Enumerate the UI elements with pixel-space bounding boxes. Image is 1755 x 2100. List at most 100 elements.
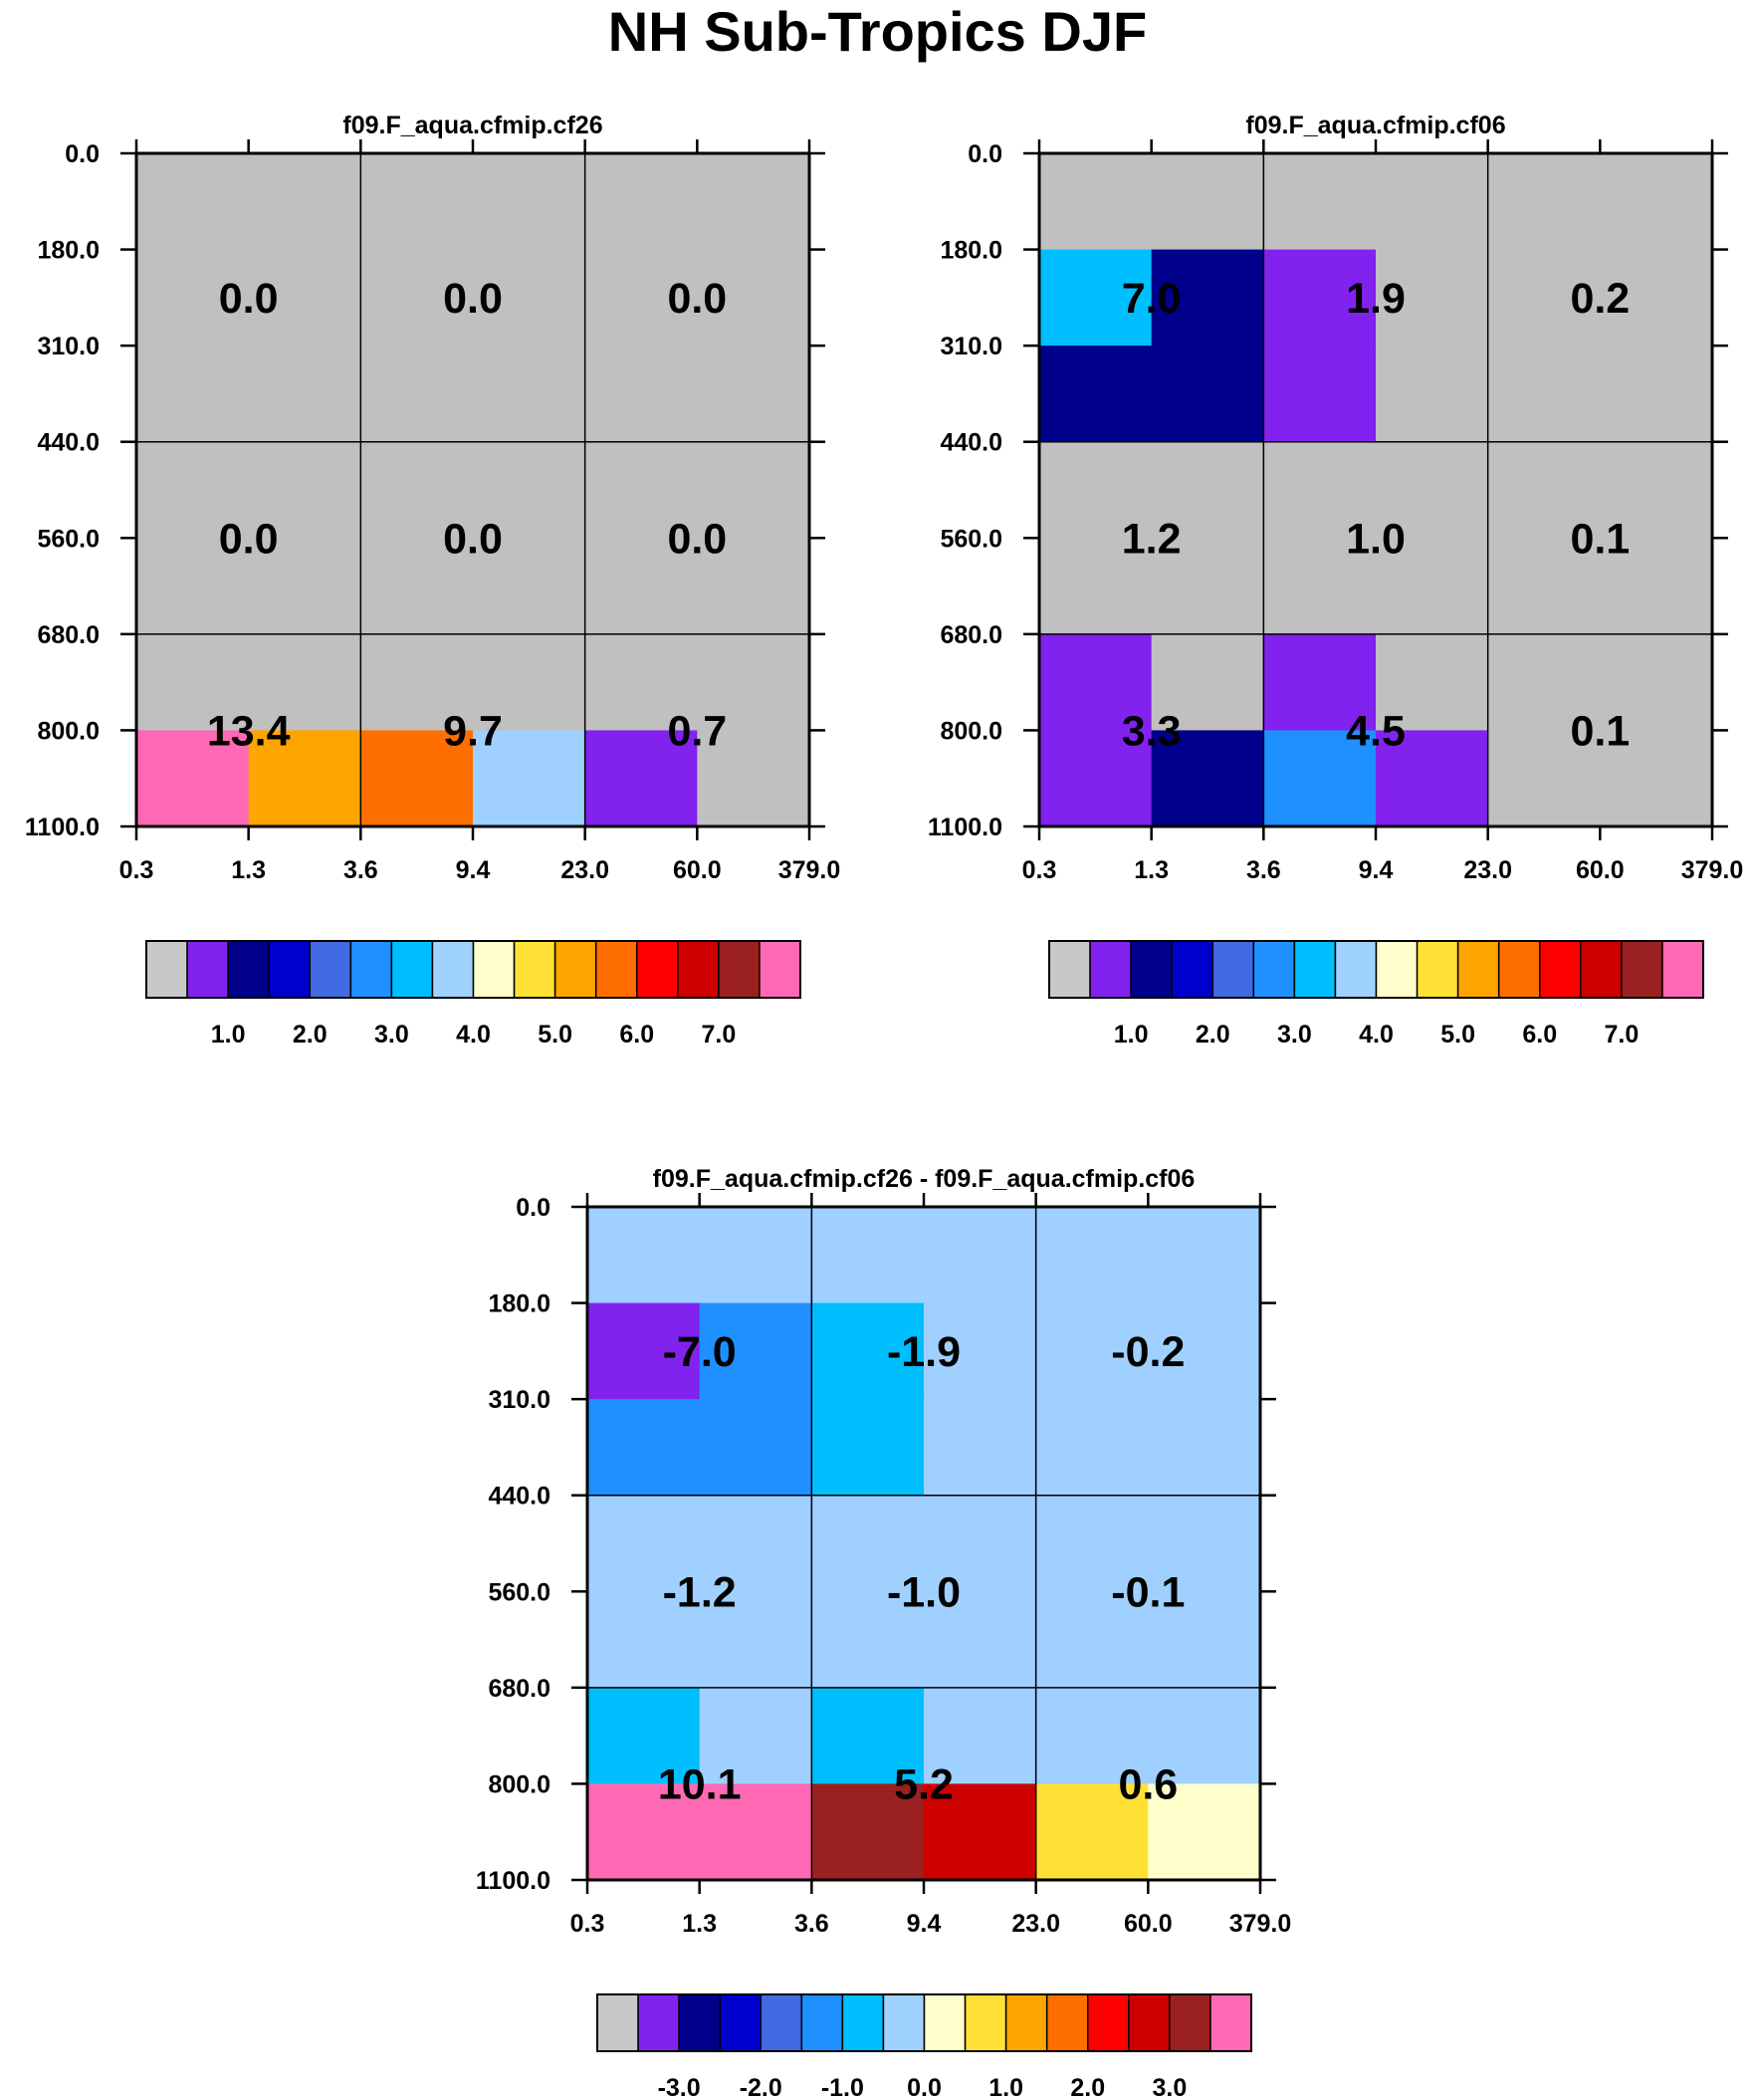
cell-1-5-3 [1376, 633, 1489, 731]
value-label-0-2-1: 9.7 [443, 707, 503, 755]
colorbar-box-1-9 [1416, 940, 1459, 999]
cell-0-5-4 [584, 633, 698, 731]
colorbar-box-0-10 [553, 940, 597, 999]
y-tick-label-2-7: 1100.0 [476, 1867, 550, 1895]
cell-0-5-5 [697, 633, 810, 731]
value-label-1-1-2: 0.1 [1570, 515, 1630, 563]
cell-2-1-4 [1035, 1302, 1149, 1400]
cell-0-3-0 [136, 441, 250, 539]
cell-0-2-0 [136, 346, 250, 443]
value-label-2-2-0: 10.1 [658, 1760, 742, 1808]
cell-2-5-0 [587, 1687, 701, 1784]
cell-1-5-0 [1039, 633, 1153, 731]
value-label-1-1-1: 1.0 [1346, 515, 1406, 563]
cell-2-2-5 [1148, 1399, 1261, 1497]
y-tick-label-0-0: 0.0 [65, 140, 100, 168]
colorbar-box-0-4 [309, 940, 352, 999]
colorbar-box-2-3 [719, 1993, 762, 2052]
x-tick-label-1-4: 23.0 [1463, 856, 1512, 884]
value-label-2-1-2: -0.1 [1111, 1568, 1185, 1616]
cell-0-0-4 [584, 153, 698, 251]
cell-2-5-5 [1148, 1687, 1261, 1784]
cell-1-4-0 [1039, 538, 1153, 635]
y-tick-label-0-5: 680.0 [37, 621, 100, 649]
colorbar-box-2-2 [678, 1993, 721, 2052]
cell-0-2-4 [584, 346, 698, 443]
cell-1-1-4 [1487, 249, 1601, 347]
cell-2-6-2 [811, 1783, 925, 1881]
colorbar-box-2-4 [760, 1993, 803, 2052]
y-tick-label-2-5: 680.0 [488, 1675, 550, 1703]
colorbar-label-1-4: 5.0 [1440, 1021, 1475, 1049]
cell-1-4-4 [1487, 538, 1601, 635]
cell-2-0-1 [699, 1207, 812, 1304]
cell-2-1-1 [699, 1302, 812, 1400]
colorbar-box-1-12 [1539, 940, 1582, 999]
value-label-1-0-2: 0.2 [1570, 275, 1630, 323]
y-tick-label-1-2: 310.0 [940, 333, 1002, 360]
colorbar-box-2-6 [841, 1993, 885, 2052]
cell-1-3-3 [1376, 441, 1489, 539]
value-label-0-1-1: 0.0 [443, 515, 503, 563]
cell-1-3-1 [1151, 441, 1264, 539]
x-tick-label-2-2: 3.6 [794, 1910, 829, 1938]
x-tick-label-1-6: 379.0 [1681, 856, 1744, 884]
cell-1-1-2 [1263, 249, 1377, 347]
colorbar-label-0-4: 5.0 [538, 1021, 572, 1049]
cell-0-2-2 [360, 346, 474, 443]
value-label-1-1-0: 1.2 [1122, 515, 1182, 563]
value-label-0-2-0: 13.4 [207, 707, 291, 755]
value-label-2-0-2: -0.2 [1111, 1328, 1185, 1376]
value-label-1-0-0: 7.0 [1122, 275, 1182, 323]
cell-1-0-4 [1487, 153, 1601, 251]
cell-2-5-1 [699, 1687, 812, 1784]
colorbar-box-1-11 [1497, 940, 1541, 999]
value-label-2-1-1: -1.0 [887, 1568, 961, 1616]
colorbar-box-0-5 [349, 940, 393, 999]
cell-1-2-4 [1487, 346, 1601, 443]
cell-1-6-4 [1487, 730, 1601, 827]
colorbar-box-0-1 [186, 940, 229, 999]
cell-1-6-3 [1376, 730, 1489, 827]
colorbar-label-2-4: 1.0 [988, 2074, 1023, 2100]
cell-0-2-3 [473, 346, 586, 443]
value-label-0-0-1: 0.0 [443, 275, 503, 323]
colorbar-label-0-1: 2.0 [293, 1021, 328, 1049]
cell-0-1-2 [360, 249, 474, 347]
y-tick-label-2-3: 440.0 [488, 1483, 550, 1511]
colorbar-frame-1 [1048, 940, 1704, 999]
cell-0-0-5 [697, 153, 810, 251]
cell-0-4-0 [136, 538, 250, 635]
cell-0-6-1 [248, 730, 361, 827]
x-tick-label-1-0: 0.3 [1022, 856, 1057, 884]
colorbar-box-2-13 [1128, 1993, 1171, 2052]
cell-0-5-0 [136, 633, 250, 731]
colorbar-box-0-7 [431, 940, 475, 999]
colorbar-label-0-5: 6.0 [619, 1021, 654, 1049]
cell-1-4-1 [1151, 538, 1264, 635]
cell-2-2-3 [924, 1399, 1037, 1497]
colorbar-box-1-15 [1661, 940, 1704, 999]
cell-2-6-3 [924, 1783, 1037, 1881]
cell-1-2-2 [1263, 346, 1377, 443]
colorbar-label-1-6: 7.0 [1604, 1021, 1639, 1049]
value-label-1-2-1: 4.5 [1346, 707, 1406, 755]
cell-0-6-2 [360, 730, 474, 827]
cell-2-6-5 [1148, 1783, 1261, 1881]
colorbar-box-1-8 [1375, 940, 1419, 999]
colorbar-box-1-1 [1089, 940, 1132, 999]
cell-0-3-1 [248, 441, 361, 539]
value-label-0-2-2: 0.7 [667, 707, 727, 755]
colorbar-box-0-8 [472, 940, 516, 999]
cell-0-4-1 [248, 538, 361, 635]
colorbar-box-2-15 [1209, 1993, 1252, 2052]
cell-1-5-2 [1263, 633, 1377, 731]
colorbar-box-1-7 [1334, 940, 1378, 999]
cell-0-4-5 [697, 538, 810, 635]
cell-2-5-2 [811, 1687, 925, 1784]
cell-2-1-5 [1148, 1302, 1261, 1400]
cell-2-3-3 [924, 1495, 1037, 1592]
value-label-0-0-2: 0.0 [667, 275, 727, 323]
